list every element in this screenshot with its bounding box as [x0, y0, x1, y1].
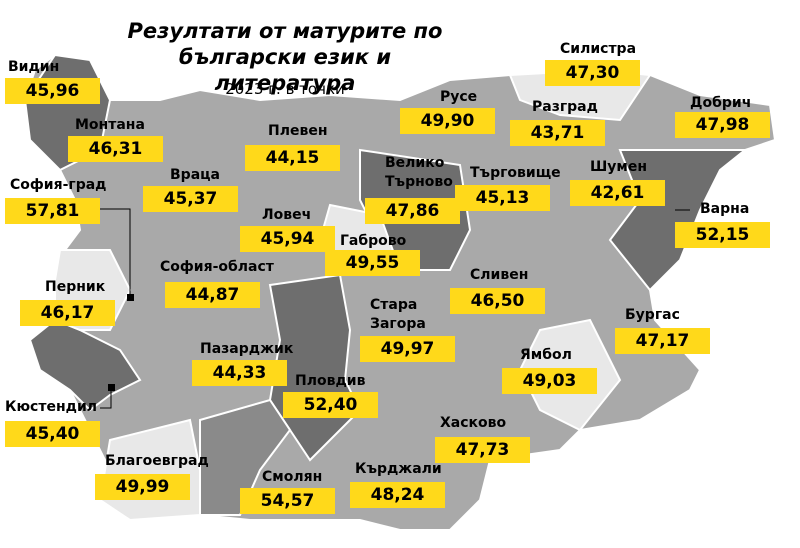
region-name: София-област	[160, 259, 274, 275]
region-name: Монтана	[75, 117, 145, 133]
value-box: 49,03	[502, 368, 597, 394]
value-box: 46,17	[20, 300, 115, 326]
region-name: Пловдив	[295, 373, 366, 389]
value-box: 47,17	[615, 328, 710, 354]
region-name: Габрово	[340, 233, 407, 249]
value-box: 46,31	[68, 136, 163, 162]
region-name: Враца	[170, 167, 220, 183]
region-name: Ямбол	[520, 347, 572, 363]
value-box: 44,15	[245, 145, 340, 171]
region-name: София-град	[10, 177, 107, 193]
region-name: Варна	[700, 201, 750, 217]
leader-line	[100, 388, 112, 409]
region-name: Пазарджик	[200, 341, 294, 357]
region-name: Хасково	[440, 415, 507, 431]
value-box: 46,50	[450, 288, 545, 314]
map-title: Резултати от матурите по български език …	[127, 19, 443, 95]
value-box: 44,87	[165, 282, 260, 308]
map-subtitle: 2023 г. в точки	[225, 80, 345, 98]
value-box: 45,94	[240, 226, 335, 252]
city-marker	[108, 384, 115, 391]
region-name: Сливен	[470, 267, 529, 283]
value-box: 52,40	[283, 392, 378, 418]
value-box: 45,37	[143, 186, 238, 212]
region-name: Разград	[532, 99, 598, 115]
value-box: 43,71	[510, 120, 605, 146]
region-name: Благоевград	[105, 453, 209, 469]
value-box: 45,96	[5, 78, 100, 104]
region-name: Смолян	[262, 469, 323, 485]
region-name: Силистра	[560, 41, 637, 57]
region-name: Кюстендил	[5, 399, 98, 415]
value-box: 47,73	[435, 437, 530, 463]
region-name: Перник	[45, 279, 106, 295]
value-box: 49,90	[400, 108, 495, 134]
leader-line	[100, 208, 131, 297]
value-box: 54,57	[240, 488, 335, 514]
value-box: 49,55	[325, 250, 420, 276]
region-name: Шумен	[590, 159, 648, 175]
region-name: Стара Загора	[370, 297, 426, 332]
value-box: 47,98	[675, 112, 770, 138]
region-name: Добрич	[690, 95, 752, 111]
region-shape	[199, 398, 292, 516]
value-box: 45,13	[455, 185, 550, 211]
region-name: Бургас	[625, 307, 680, 323]
region-name: Кърджали	[355, 461, 442, 477]
value-box: 47,30	[545, 60, 640, 86]
region-name: Ловеч	[262, 207, 312, 223]
region-name: Русе	[440, 89, 478, 105]
value-box: 47,86	[365, 198, 460, 224]
region-name: Търговище	[470, 165, 561, 181]
value-box: 49,97	[360, 336, 455, 362]
value-box: 44,33	[192, 360, 287, 386]
region-name: Видин	[8, 59, 60, 75]
region-name: Велико Търново	[385, 155, 453, 190]
region-name: Плевен	[268, 123, 328, 139]
value-box: 52,15	[675, 222, 770, 248]
value-box: 48,24	[350, 482, 445, 508]
value-box: 49,99	[95, 474, 190, 500]
value-box: 42,61	[570, 180, 665, 206]
city-marker	[127, 294, 134, 301]
value-box: 45,40	[5, 421, 100, 447]
value-box: 57,81	[5, 198, 100, 224]
